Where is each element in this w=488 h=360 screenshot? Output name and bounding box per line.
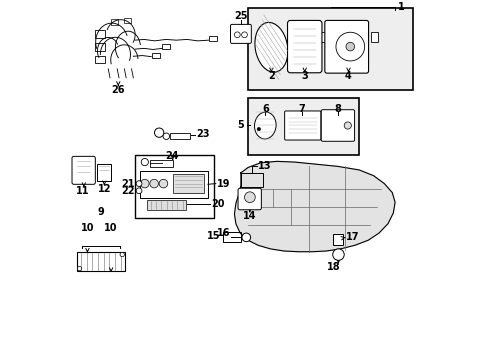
Text: 6: 6 xyxy=(262,104,268,114)
Bar xyxy=(97,164,111,181)
Text: 19: 19 xyxy=(216,179,229,189)
Text: 26: 26 xyxy=(111,85,125,95)
Bar xyxy=(147,200,186,211)
Bar xyxy=(320,32,327,42)
FancyBboxPatch shape xyxy=(287,21,321,73)
Circle shape xyxy=(159,179,167,188)
Bar xyxy=(325,118,349,135)
Bar xyxy=(140,171,207,198)
Text: 16: 16 xyxy=(216,228,230,238)
Bar xyxy=(151,53,159,58)
FancyBboxPatch shape xyxy=(284,111,320,140)
Bar xyxy=(94,43,105,51)
Circle shape xyxy=(140,179,149,188)
Text: 2: 2 xyxy=(267,71,274,81)
Bar xyxy=(170,134,190,139)
Text: 12: 12 xyxy=(97,184,111,194)
Text: 3: 3 xyxy=(301,71,307,81)
FancyBboxPatch shape xyxy=(238,188,261,210)
Text: 13: 13 xyxy=(257,161,271,171)
Circle shape xyxy=(332,249,344,260)
Text: 14: 14 xyxy=(243,211,256,221)
Text: 1: 1 xyxy=(397,2,404,12)
Circle shape xyxy=(154,128,163,137)
Bar xyxy=(124,18,131,23)
Text: 18: 18 xyxy=(326,262,340,272)
FancyBboxPatch shape xyxy=(72,156,95,184)
Text: 20: 20 xyxy=(211,199,224,210)
Circle shape xyxy=(136,181,142,186)
Circle shape xyxy=(141,158,148,166)
Ellipse shape xyxy=(254,22,287,72)
Bar xyxy=(94,31,105,39)
Text: 17: 17 xyxy=(346,232,359,242)
Bar xyxy=(149,159,173,167)
Text: 23: 23 xyxy=(196,129,209,139)
Circle shape xyxy=(335,32,364,61)
Bar xyxy=(111,19,117,25)
FancyBboxPatch shape xyxy=(324,21,368,73)
Circle shape xyxy=(77,266,81,271)
Circle shape xyxy=(163,133,169,139)
Text: 11: 11 xyxy=(76,186,89,196)
Bar xyxy=(94,55,105,63)
Bar xyxy=(247,8,412,90)
Text: 25: 25 xyxy=(234,12,247,22)
Bar xyxy=(370,32,377,42)
Bar xyxy=(223,232,241,242)
Circle shape xyxy=(346,42,354,51)
Circle shape xyxy=(234,32,240,38)
Circle shape xyxy=(241,32,247,38)
Bar xyxy=(333,234,343,245)
Bar xyxy=(162,44,170,49)
Circle shape xyxy=(242,233,250,242)
Text: 22: 22 xyxy=(122,186,135,196)
FancyBboxPatch shape xyxy=(321,110,354,141)
Bar xyxy=(77,252,125,271)
Bar xyxy=(241,173,263,187)
Bar xyxy=(135,155,214,218)
Text: 10: 10 xyxy=(81,224,94,233)
Text: 8: 8 xyxy=(334,104,341,114)
Text: 5: 5 xyxy=(237,121,244,130)
Circle shape xyxy=(149,179,158,188)
Text: 21: 21 xyxy=(122,179,135,189)
Circle shape xyxy=(136,188,142,194)
Text: 24: 24 xyxy=(164,150,178,161)
Circle shape xyxy=(244,192,255,203)
Circle shape xyxy=(257,127,260,131)
Circle shape xyxy=(120,252,124,257)
Text: 9: 9 xyxy=(98,207,104,217)
Circle shape xyxy=(344,122,351,129)
Polygon shape xyxy=(234,161,394,252)
Text: 15: 15 xyxy=(206,231,220,240)
Bar xyxy=(247,98,359,155)
Bar xyxy=(335,252,341,258)
Text: 10: 10 xyxy=(104,224,118,233)
Text: 4: 4 xyxy=(345,71,351,81)
Bar xyxy=(173,174,203,193)
Bar xyxy=(208,36,216,41)
Ellipse shape xyxy=(254,112,276,139)
Text: 7: 7 xyxy=(298,104,305,114)
FancyBboxPatch shape xyxy=(230,24,251,43)
